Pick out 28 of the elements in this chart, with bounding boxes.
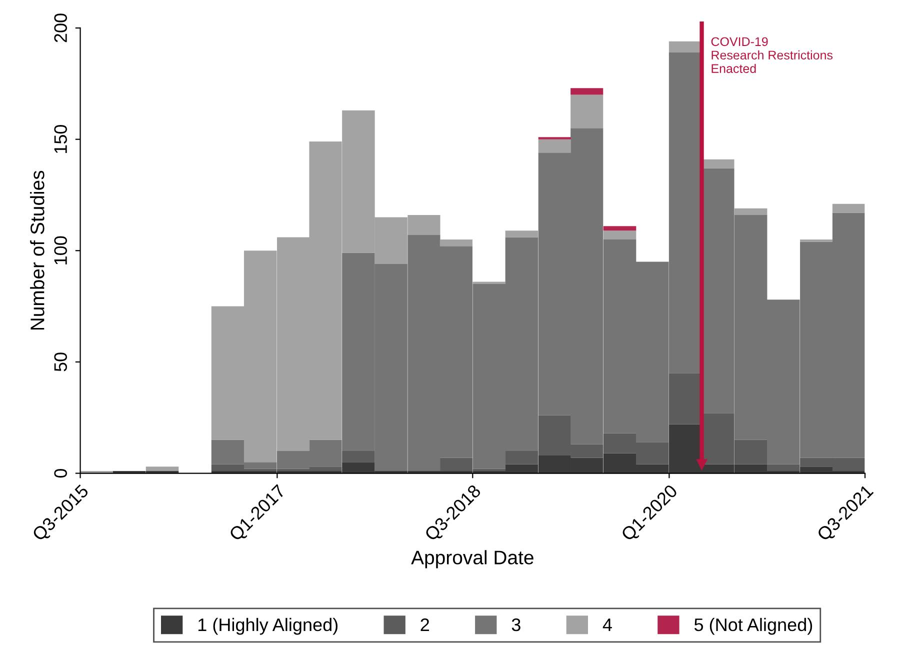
legend-label: 4 <box>602 618 612 632</box>
bar <box>472 282 506 284</box>
bar <box>603 230 636 240</box>
bar <box>342 451 375 462</box>
y-axis-title: Number of Studies <box>30 170 44 330</box>
bar <box>570 94 604 128</box>
bar <box>440 240 472 246</box>
y-tick-label: 50 <box>54 352 67 372</box>
x-axis-title: Approval Date <box>411 550 534 568</box>
legend-label: 1 (Highly Aligned) <box>198 618 338 635</box>
legend-label: 2 <box>420 618 429 632</box>
y-tick-label: 0 <box>54 468 67 478</box>
y-tick-label: 200 <box>54 14 67 42</box>
y-tick-label: 100 <box>54 236 67 264</box>
ref-line-label: COVID-19 Research Restrictions Enacted <box>711 37 833 74</box>
bar <box>538 139 571 153</box>
y-tick-label: 150 <box>54 124 67 153</box>
legend-label: 5 (Not Aligned) <box>694 618 812 635</box>
bar <box>603 226 636 231</box>
bar <box>702 159 734 168</box>
bar <box>668 373 702 424</box>
bar <box>734 208 768 216</box>
bar <box>570 88 604 95</box>
bar <box>146 466 179 472</box>
bar <box>668 41 702 52</box>
bar <box>505 230 538 238</box>
legend-label: 3 <box>512 618 520 632</box>
bar <box>832 204 865 213</box>
